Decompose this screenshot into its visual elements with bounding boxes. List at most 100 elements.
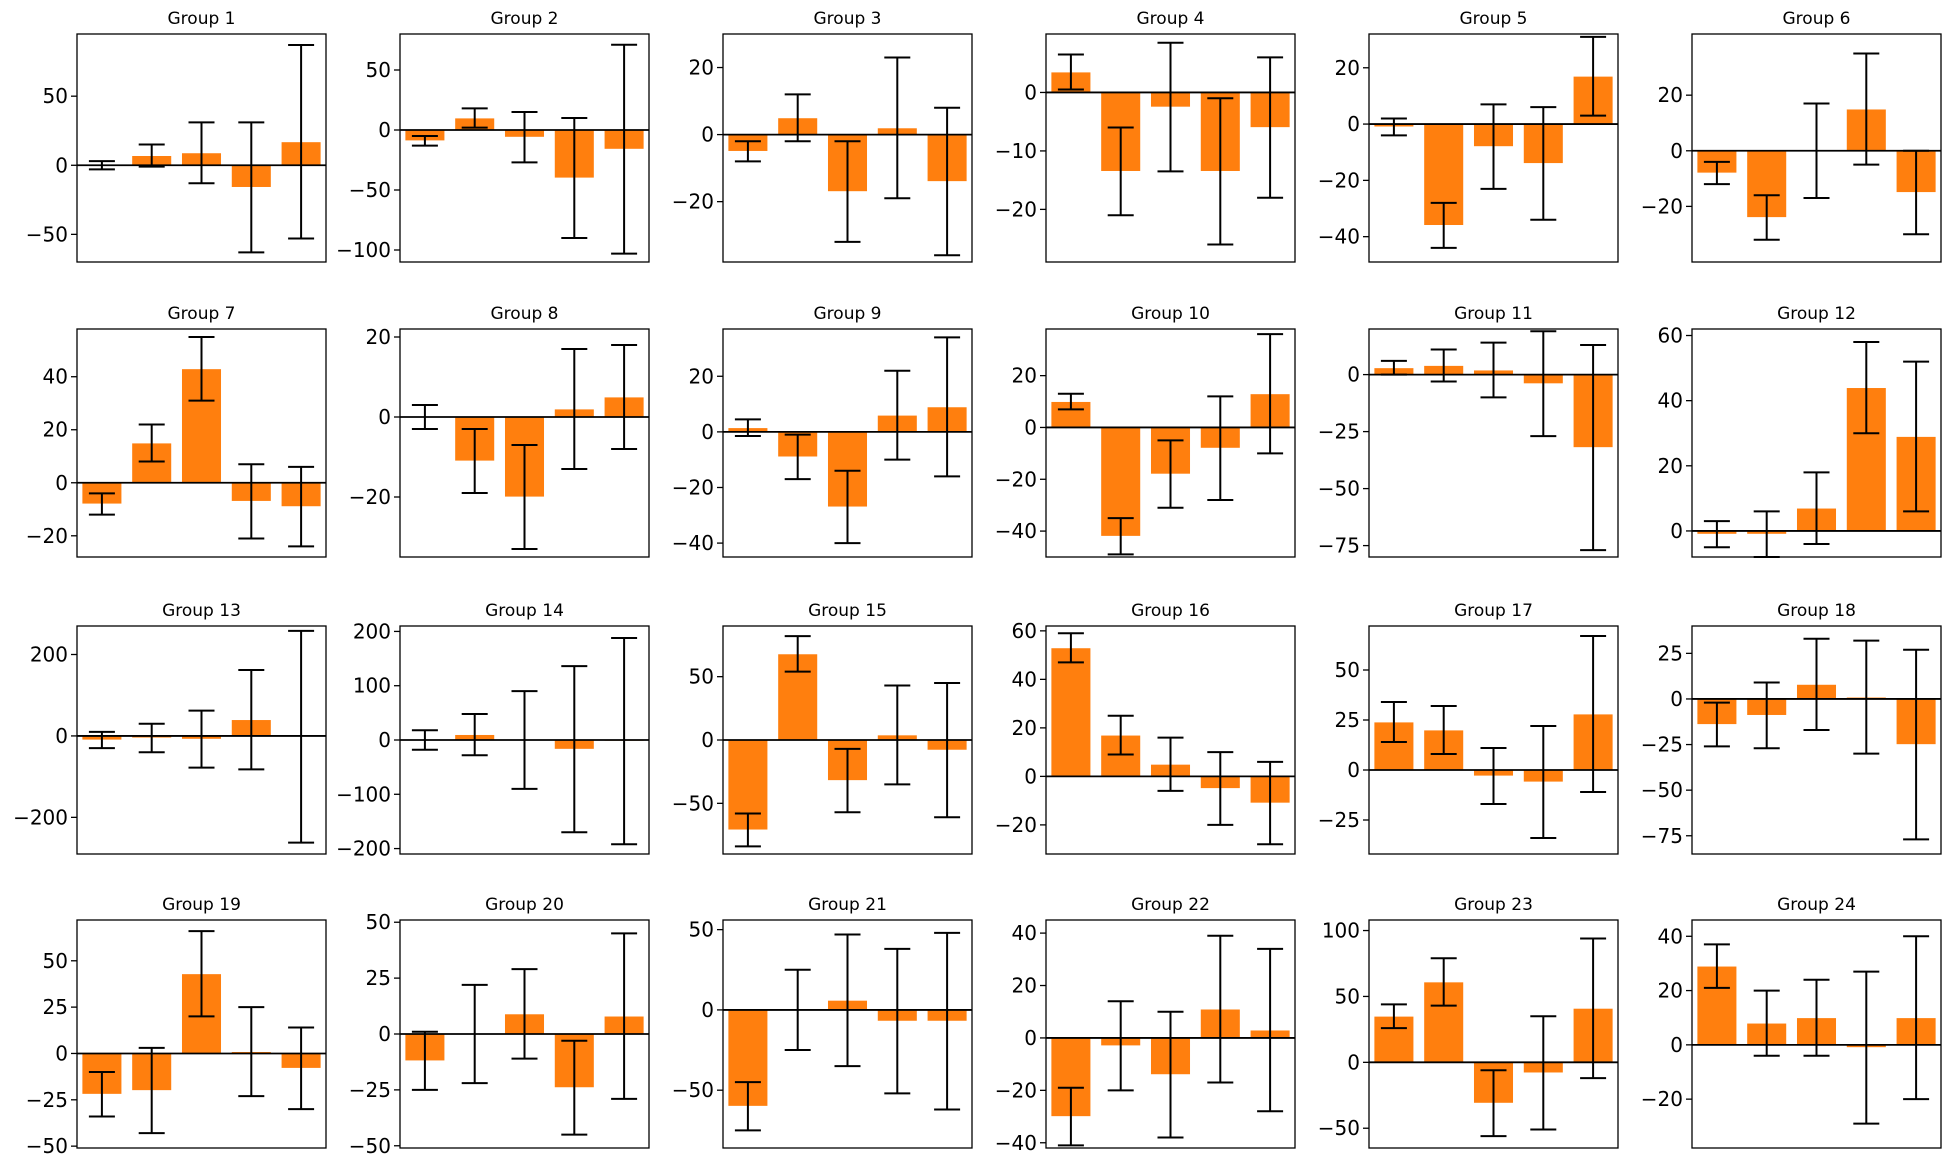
y-tick-label: −25	[349, 1078, 391, 1102]
subplot-title: Group 20	[485, 895, 564, 915]
subplot-7: Group 7 40 20 0 −20	[26, 304, 327, 558]
y-tick-label: 0	[1347, 1050, 1360, 1074]
subplot-19: Group 19 50 25 0 −25 −50	[26, 895, 327, 1158]
subplot-title: Group 18	[1777, 601, 1856, 621]
y-tick-label: 0	[55, 153, 68, 177]
subplot-24: Group 24 40 20 0 −20	[1641, 895, 1942, 1149]
axes-frame	[1368, 33, 1619, 263]
y-tick-label: −20	[995, 467, 1037, 491]
y-tick-label: −20	[26, 524, 68, 548]
y-tick-label: 0	[55, 471, 68, 495]
y-tick-label: −50	[1318, 1116, 1360, 1140]
y-tick-label: 20	[1012, 974, 1037, 998]
y-tick-label: −40	[995, 1131, 1037, 1155]
axes-frame	[76, 625, 327, 855]
y-tick-label: 40	[1012, 667, 1037, 691]
y-tick-label: 0	[378, 405, 391, 429]
y-tick-label: −50	[672, 1078, 714, 1102]
y-tick-label: 0	[1347, 758, 1360, 782]
subplot-17: Group 17 50 25 0 −25	[1318, 601, 1619, 855]
subplot-3: Group 3 20 0 −20	[672, 9, 973, 263]
y-tick-label: −50	[349, 1134, 391, 1158]
subplot-title: Group 9	[814, 304, 882, 324]
y-tick-label: −20	[1318, 168, 1360, 192]
subplot-title: Group 13	[162, 601, 241, 621]
axes-frame	[1045, 328, 1296, 558]
y-tick-label: 20	[1012, 716, 1037, 740]
y-tick-label: 20	[1658, 979, 1683, 1003]
y-tick-label: 25	[1658, 641, 1683, 665]
subplot-9: Group 9 20 0 −20 −40	[672, 304, 973, 558]
y-tick-label: 0	[701, 998, 714, 1022]
subplot-title: Group 19	[162, 895, 241, 915]
y-tick-label: −20	[995, 813, 1037, 837]
y-tick-label: 0	[1024, 764, 1037, 788]
axes-frame	[1691, 625, 1942, 855]
y-tick-label: −50	[349, 178, 391, 202]
y-tick-label: 40	[1658, 389, 1683, 413]
y-tick-label: −50	[26, 222, 68, 246]
axes-frame	[1691, 33, 1942, 263]
axes-frame	[1045, 625, 1296, 855]
y-tick-label: −25	[1641, 733, 1683, 757]
axes-frame	[1368, 919, 1619, 1149]
y-tick-label: −20	[995, 1078, 1037, 1102]
subplot-8: Group 8 20 0 −20	[349, 304, 650, 558]
axes-frame	[399, 328, 650, 558]
y-tick-label: 0	[1024, 80, 1037, 104]
subplot-5: Group 5 20 0 −20 −40	[1318, 9, 1619, 263]
y-tick-label: 20	[1658, 83, 1683, 107]
axes-frame	[722, 919, 973, 1149]
y-tick-label: 0	[1670, 687, 1683, 711]
subplot-11: Group 11 0 −25 −50 −75	[1318, 304, 1619, 558]
y-tick-label: −10	[995, 139, 1037, 163]
subplot-22: Group 22 40 20 0 −20 −40	[995, 895, 1296, 1155]
y-tick-label: −20	[672, 475, 714, 499]
axes-frame	[76, 919, 327, 1149]
axes-frame	[1368, 625, 1619, 855]
subplot-title: Group 16	[1131, 601, 1210, 621]
subplot-18: Group 18 25 0 −25 −50 −75	[1641, 601, 1942, 855]
y-tick-label: −75	[1318, 534, 1360, 558]
y-tick-label: −50	[1641, 778, 1683, 802]
y-tick-label: 0	[1024, 1026, 1037, 1050]
axes-frame	[1045, 919, 1296, 1149]
subplot-title: Group 21	[808, 895, 887, 915]
y-tick-label: 0	[1024, 415, 1037, 439]
y-tick-label: 0	[1347, 363, 1360, 387]
y-tick-label: 100	[1322, 919, 1360, 943]
axes-frame	[722, 33, 973, 263]
y-tick-label: 50	[1335, 658, 1360, 682]
y-tick-label: 0	[1347, 112, 1360, 136]
subplot-6: Group 6 20 0 −20	[1641, 9, 1942, 263]
y-tick-label: 20	[1012, 364, 1037, 388]
subplot-10: Group 10 20 0 −20 −40	[995, 304, 1296, 558]
y-tick-label: 50	[689, 665, 714, 689]
subplot-1: Group 1 50 0 −50	[26, 9, 327, 263]
subplot-title: Group 2	[491, 9, 559, 29]
y-tick-label: −20	[1641, 194, 1683, 218]
y-tick-label: −25	[1318, 420, 1360, 444]
y-tick-label: −40	[672, 531, 714, 555]
subplot-title: Group 17	[1454, 601, 1533, 621]
y-tick-label: 0	[701, 420, 714, 444]
subplot-title: Group 14	[485, 601, 564, 621]
subplot-21: Group 21 50 0 −50	[672, 895, 973, 1149]
subplot-13: Group 13 200 0 −200	[13, 601, 327, 855]
axes-frame	[1368, 328, 1619, 558]
y-tick-label: −50	[26, 1134, 68, 1158]
y-tick-label: 25	[1335, 708, 1360, 732]
y-tick-label: 50	[366, 910, 391, 934]
y-tick-label: 0	[1670, 519, 1683, 543]
y-tick-label: 20	[689, 56, 714, 80]
y-tick-label: 60	[1012, 619, 1037, 643]
y-tick-label: 0	[55, 1041, 68, 1065]
subplot-title: Group 5	[1460, 9, 1528, 29]
y-tick-label: 40	[1658, 924, 1683, 948]
y-tick-label: 0	[701, 123, 714, 147]
y-tick-label: 40	[1012, 921, 1037, 945]
axes-frame	[399, 33, 650, 263]
y-tick-label: 50	[1335, 984, 1360, 1008]
axes-frame	[722, 328, 973, 558]
subplot-title: Group 24	[1777, 895, 1856, 915]
